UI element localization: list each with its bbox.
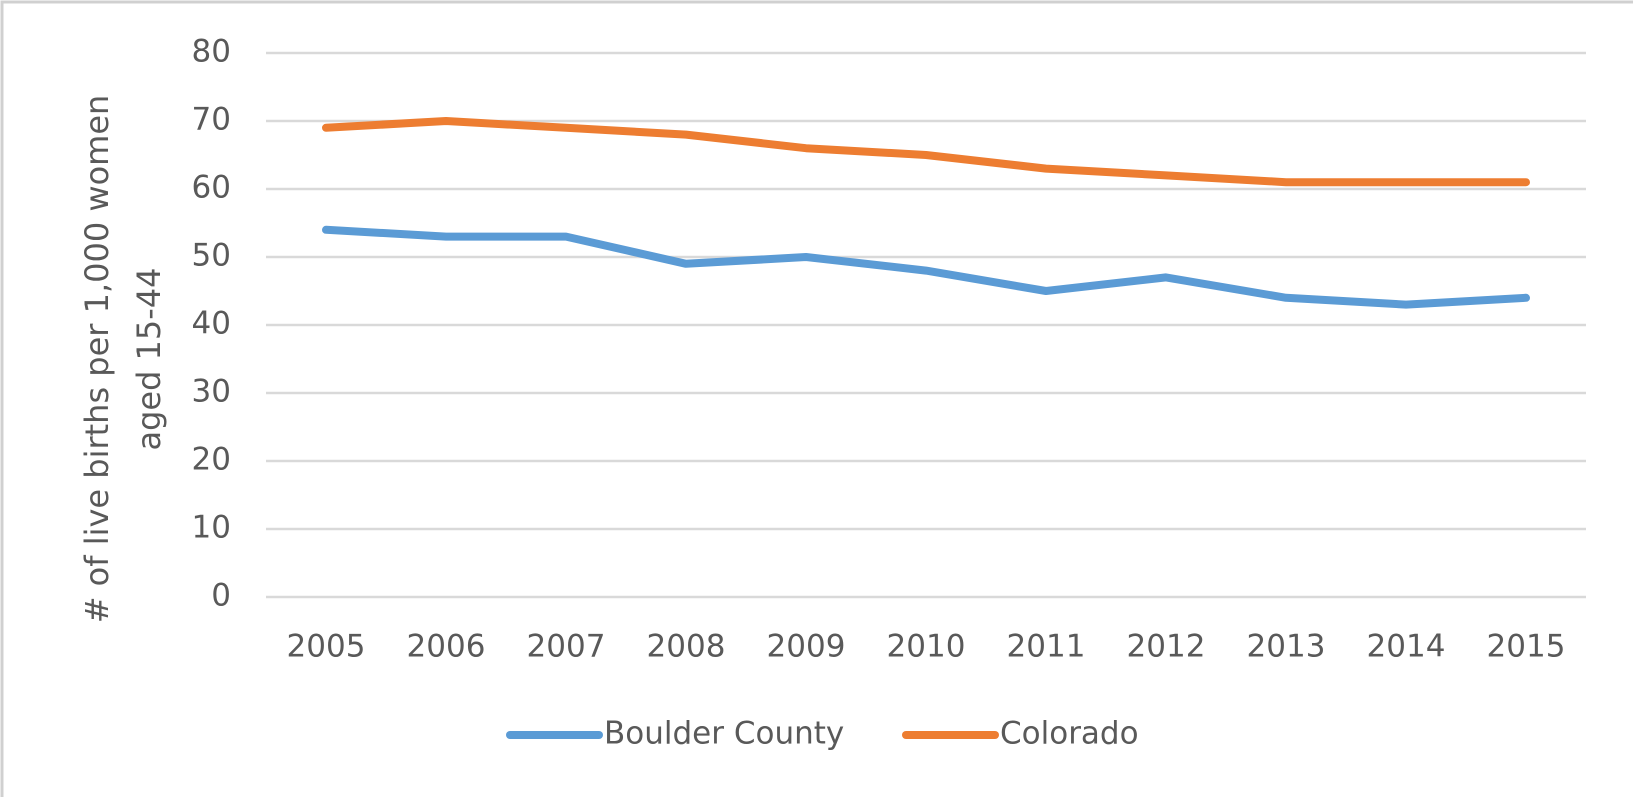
y-tick-label: 10: [192, 510, 231, 546]
x-tick-label: 2008: [647, 629, 726, 665]
data-line: [322, 225, 1530, 309]
y-tick-label: 80: [192, 34, 231, 70]
data-line: [322, 117, 1530, 187]
y-axis-title: # of live births per 1,000 women aged 15…: [78, 95, 168, 624]
y-tick-label: 40: [192, 306, 231, 342]
y-tick-label: 0: [211, 578, 231, 614]
y-tick-label: 20: [192, 442, 231, 478]
y-tick-label: 50: [192, 238, 231, 274]
x-tick-label: 2013: [1247, 629, 1326, 665]
y-axis-title-line: aged 15-44: [130, 267, 168, 450]
x-tick-label: 2010: [887, 629, 966, 665]
x-tick-label: 2009: [767, 629, 846, 665]
y-axis-title-line: # of live births per 1,000 women: [78, 95, 116, 624]
y-tick-label: 70: [192, 102, 231, 138]
x-tick-label: 2012: [1127, 629, 1206, 665]
x-tick-label: 2007: [527, 629, 606, 665]
x-tick-label: 2015: [1487, 629, 1566, 665]
legend-label: Colorado: [1000, 716, 1139, 752]
x-tick-label: 2011: [1007, 629, 1086, 665]
x-tick-label: 2014: [1367, 629, 1446, 665]
y-tick-label: 30: [192, 374, 231, 410]
x-tick-label: 2006: [407, 629, 486, 665]
y-tick-label: 60: [192, 170, 231, 206]
x-tick-label: 2005: [287, 629, 366, 665]
legend-label: Boulder County: [604, 716, 844, 752]
